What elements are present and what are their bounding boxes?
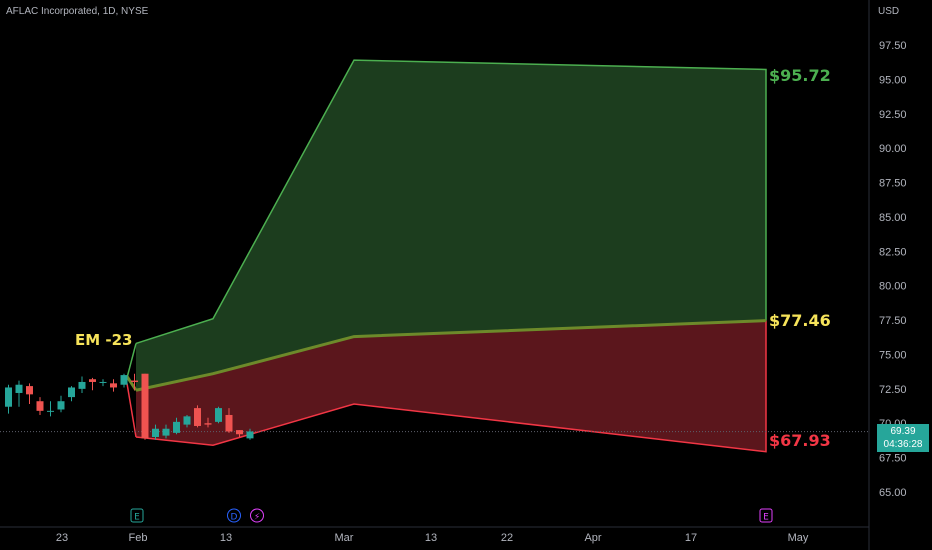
em-label: EM -23	[75, 331, 133, 349]
candle-body	[225, 414, 233, 432]
mid-range-line	[135, 319, 767, 392]
dividend-marker[interactable]	[227, 508, 241, 523]
x-tick-label: 22	[501, 532, 513, 544]
upper-start-line	[126, 343, 137, 379]
candle-body	[183, 416, 191, 425]
candle-body	[36, 401, 44, 411]
lower-range-line	[135, 320, 767, 453]
candle-body	[47, 410, 54, 412]
candle-body	[15, 384, 23, 393]
y-tick-label: 97.50	[879, 40, 907, 52]
y-tick-label: 65.00	[879, 487, 907, 499]
y-tick-label: 85.00	[879, 212, 907, 224]
candle-body	[173, 421, 180, 433]
candle-body	[194, 408, 201, 426]
candle-body	[236, 430, 243, 435]
candle-body	[26, 386, 33, 395]
candle-body	[89, 379, 96, 382]
last-price-value: 69.39	[890, 426, 916, 437]
candle-body	[68, 387, 75, 398]
y-tick-label: 67.50	[879, 453, 907, 465]
split-marker[interactable]	[250, 508, 264, 523]
last-price-countdown: 04:36:28	[883, 439, 923, 450]
x-tick-label: 17	[685, 532, 697, 544]
y-tick-label: 75.00	[879, 349, 907, 361]
mid-target-label: $77.46	[769, 311, 831, 330]
candle-body	[110, 383, 117, 388]
upper-range-area	[136, 60, 766, 391]
y-tick-label: 95.00	[879, 74, 907, 86]
lower-start-line	[126, 383, 137, 438]
currency-label: USD	[878, 6, 900, 17]
candle-body	[204, 423, 212, 425]
y-tick-label: 90.00	[879, 143, 907, 155]
x-tick-label: Mar	[335, 532, 354, 544]
candle-body	[131, 380, 138, 382]
event-marker-text: ⚡	[254, 513, 260, 523]
x-tick-label: May	[788, 532, 809, 544]
y-tick-label: 80.00	[879, 281, 907, 293]
x-tick-label: Feb	[129, 532, 148, 544]
chart-title: AFLAC Incorporated, 1D, NYSE	[6, 6, 149, 17]
upper-target-label: $95.72	[769, 66, 831, 85]
candle-body	[246, 431, 254, 439]
event-marker-text: E	[763, 513, 769, 523]
last-price-tag: 69.39 04:36:28	[877, 424, 929, 452]
y-tick-label: 77.50	[879, 315, 907, 327]
y-tick-label: 82.50	[879, 246, 907, 258]
earnings-marker[interactable]	[759, 508, 773, 523]
candle-body	[152, 428, 159, 437]
lower-target-label: $67.93	[769, 431, 831, 450]
candle-body	[57, 401, 65, 410]
candle-body	[215, 408, 222, 422]
y-tick-label: 87.50	[879, 178, 907, 190]
candle-body	[78, 381, 86, 389]
candle-body	[162, 428, 170, 436]
x-tick-label: 13	[425, 532, 437, 544]
candle-body	[99, 381, 107, 383]
candle-body	[141, 373, 149, 439]
candle-body	[120, 375, 128, 385]
upper-range-line	[135, 59, 767, 345]
event-marker-text: E	[134, 513, 140, 523]
x-tick-label: Apr	[584, 532, 601, 544]
event-marker-text: D	[231, 513, 238, 523]
candle-body	[5, 387, 12, 407]
x-tick-label: 13	[220, 532, 232, 544]
y-tick-label: 72.50	[879, 384, 907, 396]
y-tick-label: 92.50	[879, 109, 907, 121]
x-tick-label: 23	[56, 532, 68, 544]
earnings-marker[interactable]	[130, 508, 144, 523]
